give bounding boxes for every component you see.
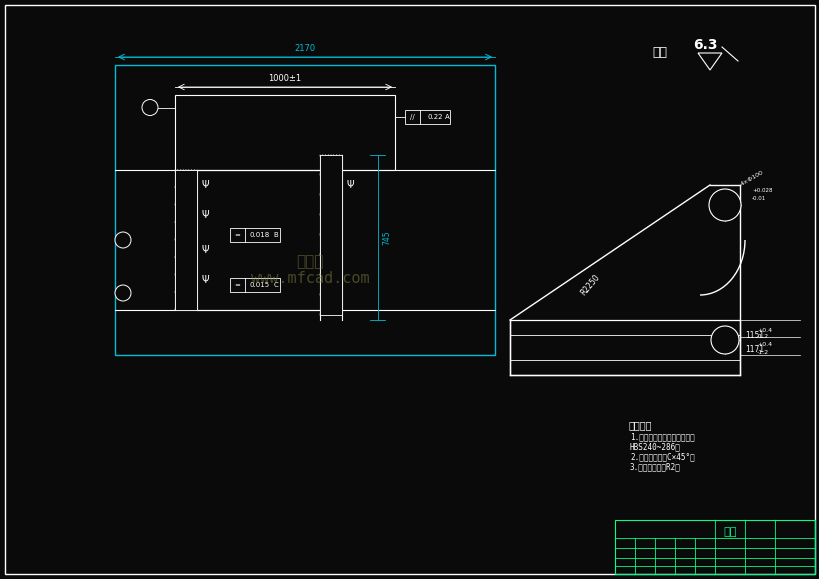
Text: Ψ: Ψ: [201, 275, 210, 285]
Text: 其余: 其余: [652, 46, 667, 58]
Bar: [614, 520, 814, 574]
Text: =: =: [233, 232, 240, 238]
Text: 1.孔内表面粗糙度处理后硬度: 1.孔内表面粗糙度处理后硬度: [629, 432, 694, 441]
Bar: [229, 228, 279, 242]
Text: 0.018: 0.018: [250, 232, 269, 238]
Text: 4×Φ100: 4×Φ100: [739, 170, 764, 186]
Bar: [509, 320, 739, 375]
Circle shape: [115, 232, 131, 248]
Text: 1000±1: 1000±1: [268, 74, 301, 83]
Circle shape: [115, 285, 131, 301]
Text: Ψ: Ψ: [201, 245, 210, 255]
Bar: [174, 170, 197, 310]
Text: 745: 745: [382, 230, 391, 245]
Text: HBS240~286。: HBS240~286。: [629, 442, 680, 451]
Text: 3.未标注圆角为R2。: 3.未标注圆角为R2。: [629, 462, 680, 471]
Text: A: A: [444, 114, 449, 120]
Text: 0.015: 0.015: [250, 282, 269, 288]
Polygon shape: [697, 53, 721, 70]
Text: -1.2: -1.2: [756, 350, 768, 354]
Text: 0.22: 0.22: [427, 114, 442, 120]
Circle shape: [142, 100, 158, 115]
Circle shape: [708, 189, 740, 221]
Text: 技术要求: 技术要求: [627, 420, 651, 430]
Text: -1.2: -1.2: [756, 335, 768, 339]
Text: //: //: [410, 114, 414, 120]
Text: B: B: [120, 237, 125, 243]
Text: +0.4: +0.4: [756, 343, 771, 347]
Text: 2.未标注倒角为C×45°；: 2.未标注倒角为C×45°；: [629, 452, 694, 461]
Text: B: B: [274, 232, 278, 238]
Text: -0.01: -0.01: [751, 196, 765, 200]
Text: Ψ: Ψ: [346, 180, 354, 190]
Bar: [319, 155, 342, 315]
Circle shape: [710, 326, 738, 354]
Text: 沐风网
www.mfcad.com: 沐风网 www.mfcad.com: [251, 254, 369, 286]
Bar: [229, 278, 279, 292]
Text: C: C: [120, 290, 125, 296]
Text: C: C: [274, 282, 278, 288]
Text: 2170: 2170: [294, 44, 315, 53]
Bar: [174, 95, 395, 170]
Text: R2250: R2250: [578, 273, 600, 298]
Text: 6.3: 6.3: [692, 38, 717, 52]
Bar: [405, 110, 450, 124]
Text: +0.4: +0.4: [756, 328, 771, 332]
Text: =: =: [233, 282, 240, 288]
Text: Ψ: Ψ: [201, 210, 210, 220]
Text: 1171: 1171: [744, 346, 763, 354]
Bar: [115, 65, 495, 355]
Text: A: A: [147, 104, 152, 111]
Text: +0.028: +0.028: [751, 188, 771, 192]
Text: 衬套: 衬套: [722, 527, 735, 537]
Text: 1151: 1151: [744, 331, 763, 339]
Text: Ψ: Ψ: [201, 180, 210, 190]
